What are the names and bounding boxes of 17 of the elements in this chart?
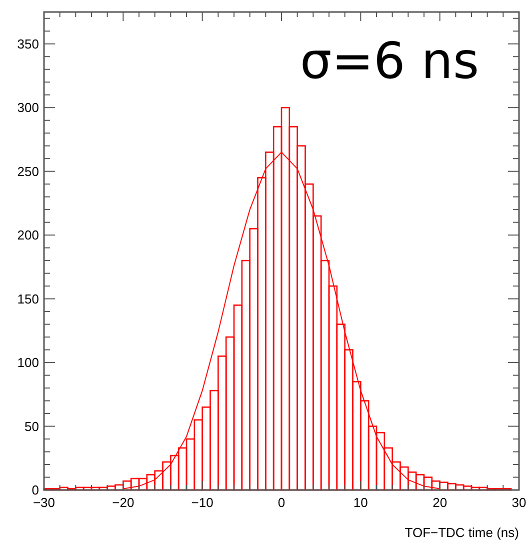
x-tick-label: −10 <box>191 495 214 510</box>
y-tick-label: 50 <box>24 418 39 434</box>
x-tick-label: 20 <box>432 495 448 510</box>
annotation: σ=6 ns <box>300 32 479 90</box>
x-tick-label: 30 <box>512 495 526 510</box>
y-tick-label: 300 <box>17 100 39 116</box>
y-tick-label: 200 <box>17 228 39 243</box>
x-tick-label: 10 <box>353 495 368 510</box>
x-tick-label: 0 <box>278 495 286 510</box>
x-tick-label: −30 <box>32 495 56 510</box>
y-tick-label: 350 <box>17 36 39 52</box>
y-tick-label: 100 <box>17 355 39 370</box>
x-axis-title: TOF−TDC time (ns) <box>404 525 519 540</box>
y-tick-label: 250 <box>17 164 39 179</box>
y-tick-label: 150 <box>17 291 39 306</box>
y-tick-label: 0 <box>32 482 39 498</box>
x-tick-label: −20 <box>112 495 134 510</box>
